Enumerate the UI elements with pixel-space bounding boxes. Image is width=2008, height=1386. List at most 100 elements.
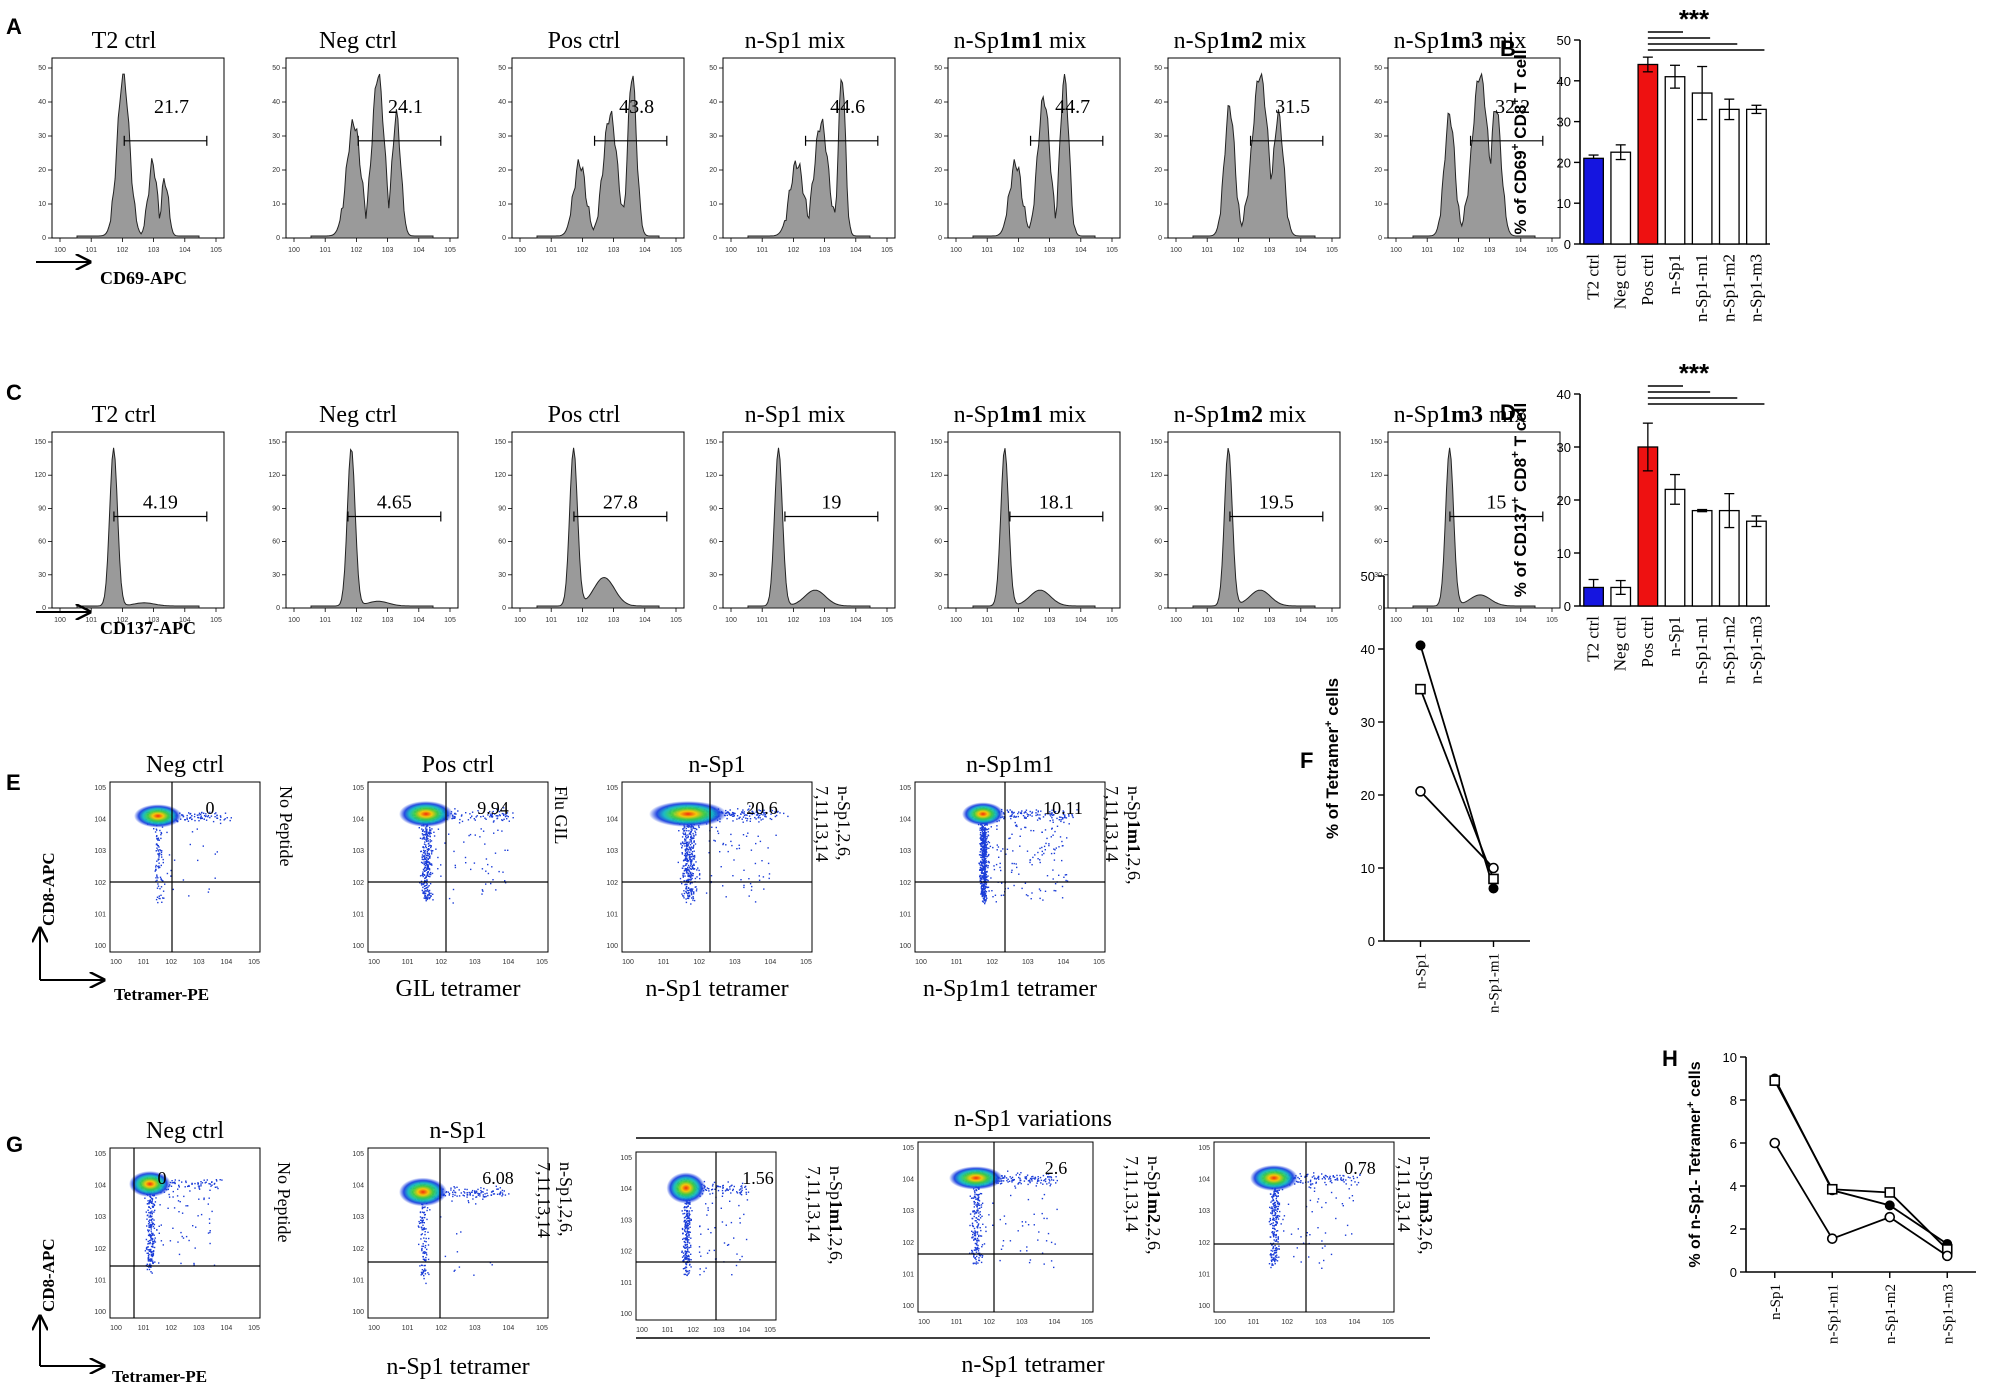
- event-dot: [428, 893, 430, 895]
- event-dot: [690, 875, 692, 877]
- event-dot: [209, 811, 211, 814]
- x-tick-label: 100: [950, 617, 962, 624]
- y-tick-label: 102: [94, 880, 106, 887]
- event-dot: [730, 833, 732, 836]
- histogram-title: Neg ctrl: [319, 28, 397, 54]
- event-dot: [1011, 869, 1013, 871]
- event-dot: [200, 817, 202, 819]
- y-tick-label: 90: [934, 505, 942, 512]
- dotplot-title: n-Sp1: [688, 752, 745, 778]
- x-tick-label: 105: [1546, 617, 1558, 624]
- event-dot: [430, 863, 433, 865]
- event-dot: [1044, 890, 1047, 892]
- event-dot: [691, 837, 694, 840]
- event-dot: [1011, 833, 1013, 835]
- event-dot: [686, 883, 688, 885]
- event-dot: [691, 842, 693, 844]
- event-dot: [984, 866, 987, 868]
- y-tick-label: 40: [709, 99, 717, 106]
- event-dot: [985, 848, 988, 850]
- event-dot: [1052, 878, 1054, 880]
- event-dot: [1071, 813, 1073, 816]
- event-dot: [691, 872, 693, 874]
- event-dot: [717, 832, 720, 835]
- y-tick-label: 120: [1370, 472, 1382, 479]
- x-tick-label: 104: [1515, 617, 1527, 624]
- event-dot: [229, 819, 231, 822]
- event-dot: [430, 892, 432, 895]
- event-dot: [987, 866, 989, 869]
- event-dot: [984, 842, 986, 845]
- event-dot: [503, 818, 505, 820]
- event-dot: [157, 858, 160, 860]
- event-dot: [981, 900, 984, 902]
- event-dot: [424, 852, 426, 854]
- event-dot: [983, 874, 985, 877]
- event-dot: [163, 897, 165, 899]
- x-tick-label: 104: [503, 959, 515, 966]
- event-dot: [1024, 826, 1026, 829]
- event-dot: [684, 845, 686, 847]
- event-dot: [994, 894, 997, 896]
- event-dot: [1065, 879, 1067, 882]
- event-dot: [489, 816, 491, 818]
- event-dot: [759, 810, 761, 812]
- event-dot: [980, 877, 983, 879]
- event-dot: [469, 813, 471, 815]
- event-dot: [687, 834, 689, 836]
- event-dot: [689, 888, 691, 890]
- histogram-title-bold: 1m2: [1219, 402, 1263, 428]
- y-tick-label: 10: [498, 201, 506, 208]
- event-dot: [501, 812, 504, 815]
- panel-letter-a: A: [6, 14, 22, 39]
- histogram-frame: [285, 431, 459, 609]
- event-dot: [422, 830, 424, 832]
- event-dot: [437, 868, 439, 870]
- event-dot: [993, 868, 996, 871]
- event-dot: [426, 833, 428, 836]
- event-dot: [1042, 816, 1045, 818]
- event-dot: [980, 848, 982, 851]
- event-dot: [983, 898, 985, 901]
- event-dot: [482, 830, 485, 832]
- event-dot: [981, 838, 983, 840]
- event-dot: [428, 842, 430, 845]
- event-dot: [740, 879, 742, 881]
- event-dot: [220, 816, 222, 818]
- y-tick-label: 10: [1154, 201, 1162, 208]
- event-dot: [425, 836, 428, 839]
- event-dot: [983, 890, 985, 893]
- event-dot: [980, 860, 982, 862]
- event-dot: [1060, 819, 1062, 821]
- event-dot: [769, 817, 771, 820]
- x-tick-label: 105: [1106, 247, 1118, 254]
- event-dot: [159, 866, 161, 869]
- event-dot: [686, 859, 689, 862]
- x-tick-label: 102: [351, 247, 363, 254]
- y-tick-label: 0: [276, 235, 280, 242]
- event-dot: [689, 873, 691, 875]
- event-dot: [158, 852, 161, 855]
- event-dot: [983, 885, 985, 887]
- event-dot: [422, 883, 424, 885]
- event-dot: [681, 852, 683, 854]
- event-dot: [1052, 819, 1054, 821]
- event-dot: [160, 837, 162, 840]
- event-dot: [1018, 873, 1020, 875]
- event-dot: [985, 849, 987, 851]
- event-dot: [684, 875, 686, 877]
- event-dot: [425, 839, 427, 841]
- event-dot: [191, 815, 193, 817]
- y-tick-label: 0: [42, 235, 46, 242]
- event-dot: [1000, 850, 1002, 852]
- event-dot: [156, 835, 158, 837]
- x-tick-label: 100: [288, 247, 300, 254]
- event-dot: [682, 875, 684, 877]
- event-dot: [158, 865, 160, 867]
- event-dot: [1019, 845, 1021, 847]
- y-tick-label: 0: [42, 605, 46, 612]
- histogram-frame: [51, 57, 225, 239]
- event-dot: [988, 847, 990, 849]
- event-dot: [682, 832, 684, 834]
- event-dot: [463, 841, 465, 843]
